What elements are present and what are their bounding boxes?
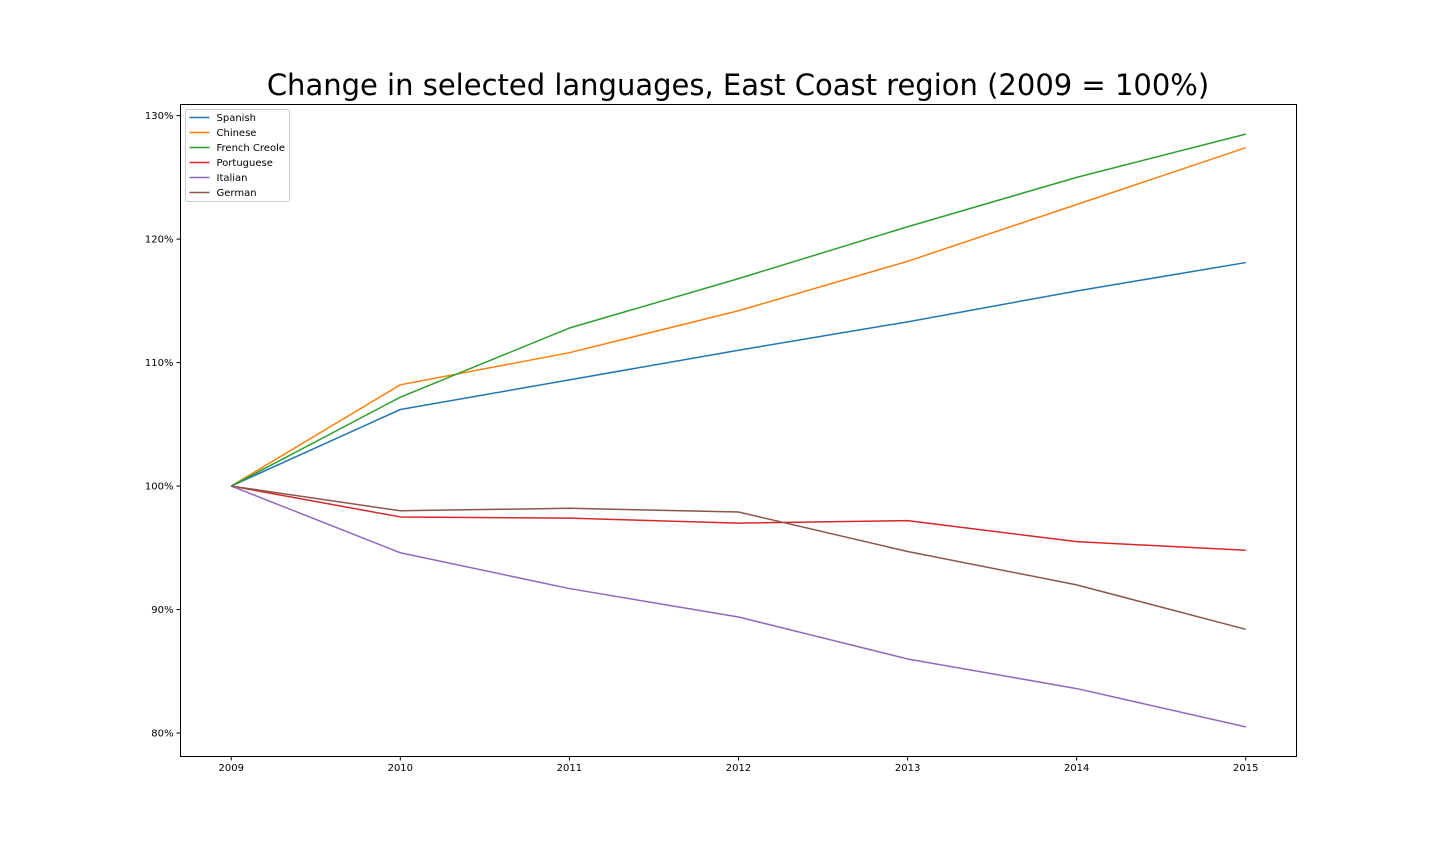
- y-axis: 80% 90% 100% 110% 120% 130%: [145, 111, 181, 740]
- y-tick-label: 130%: [145, 111, 174, 122]
- series-line-french-creole: [230, 133, 1246, 487]
- legend-label: Italian: [217, 173, 248, 184]
- x-tick-label: 2012: [726, 763, 751, 774]
- x-tick-label: 2009: [219, 763, 244, 774]
- y-tick-label: 120%: [145, 235, 174, 246]
- series-line-italian: [230, 485, 1246, 728]
- x-axis: 2009 2010 2011 2012 2013 2014 2015: [219, 756, 1258, 774]
- series-line-chinese: [230, 147, 1247, 487]
- y-tick-label: 90%: [151, 605, 173, 616]
- plot-area-frame: [180, 104, 1297, 757]
- series-line-portuguese: [231, 485, 1246, 552]
- series-line-german: [231, 485, 1246, 631]
- x-tick-label: 2010: [388, 763, 413, 774]
- legend-label: Portuguese: [217, 158, 273, 169]
- legend-label: French Creole: [217, 143, 286, 154]
- x-tick-label: 2013: [895, 763, 920, 774]
- x-tick-label: 2014: [1064, 763, 1089, 774]
- legend-label: Spanish: [217, 113, 257, 124]
- series-line-spanish: [230, 261, 1246, 487]
- y-tick-label: 110%: [145, 358, 174, 369]
- y-tick-label: 80%: [151, 729, 173, 740]
- chart-title: Change in selected languages, East Coast…: [266, 68, 1210, 102]
- x-tick-label: 2011: [557, 763, 582, 774]
- legend: Spanish Chinese French Creole Portuguese Ita…: [185, 109, 290, 202]
- x-tick-label: 2015: [1233, 763, 1258, 774]
- legend-label: Chinese: [217, 128, 257, 139]
- y-tick-label: 100%: [145, 482, 174, 493]
- legend-box: [185, 109, 290, 202]
- series-layer: [230, 133, 1247, 728]
- legend-label: German: [217, 188, 257, 199]
